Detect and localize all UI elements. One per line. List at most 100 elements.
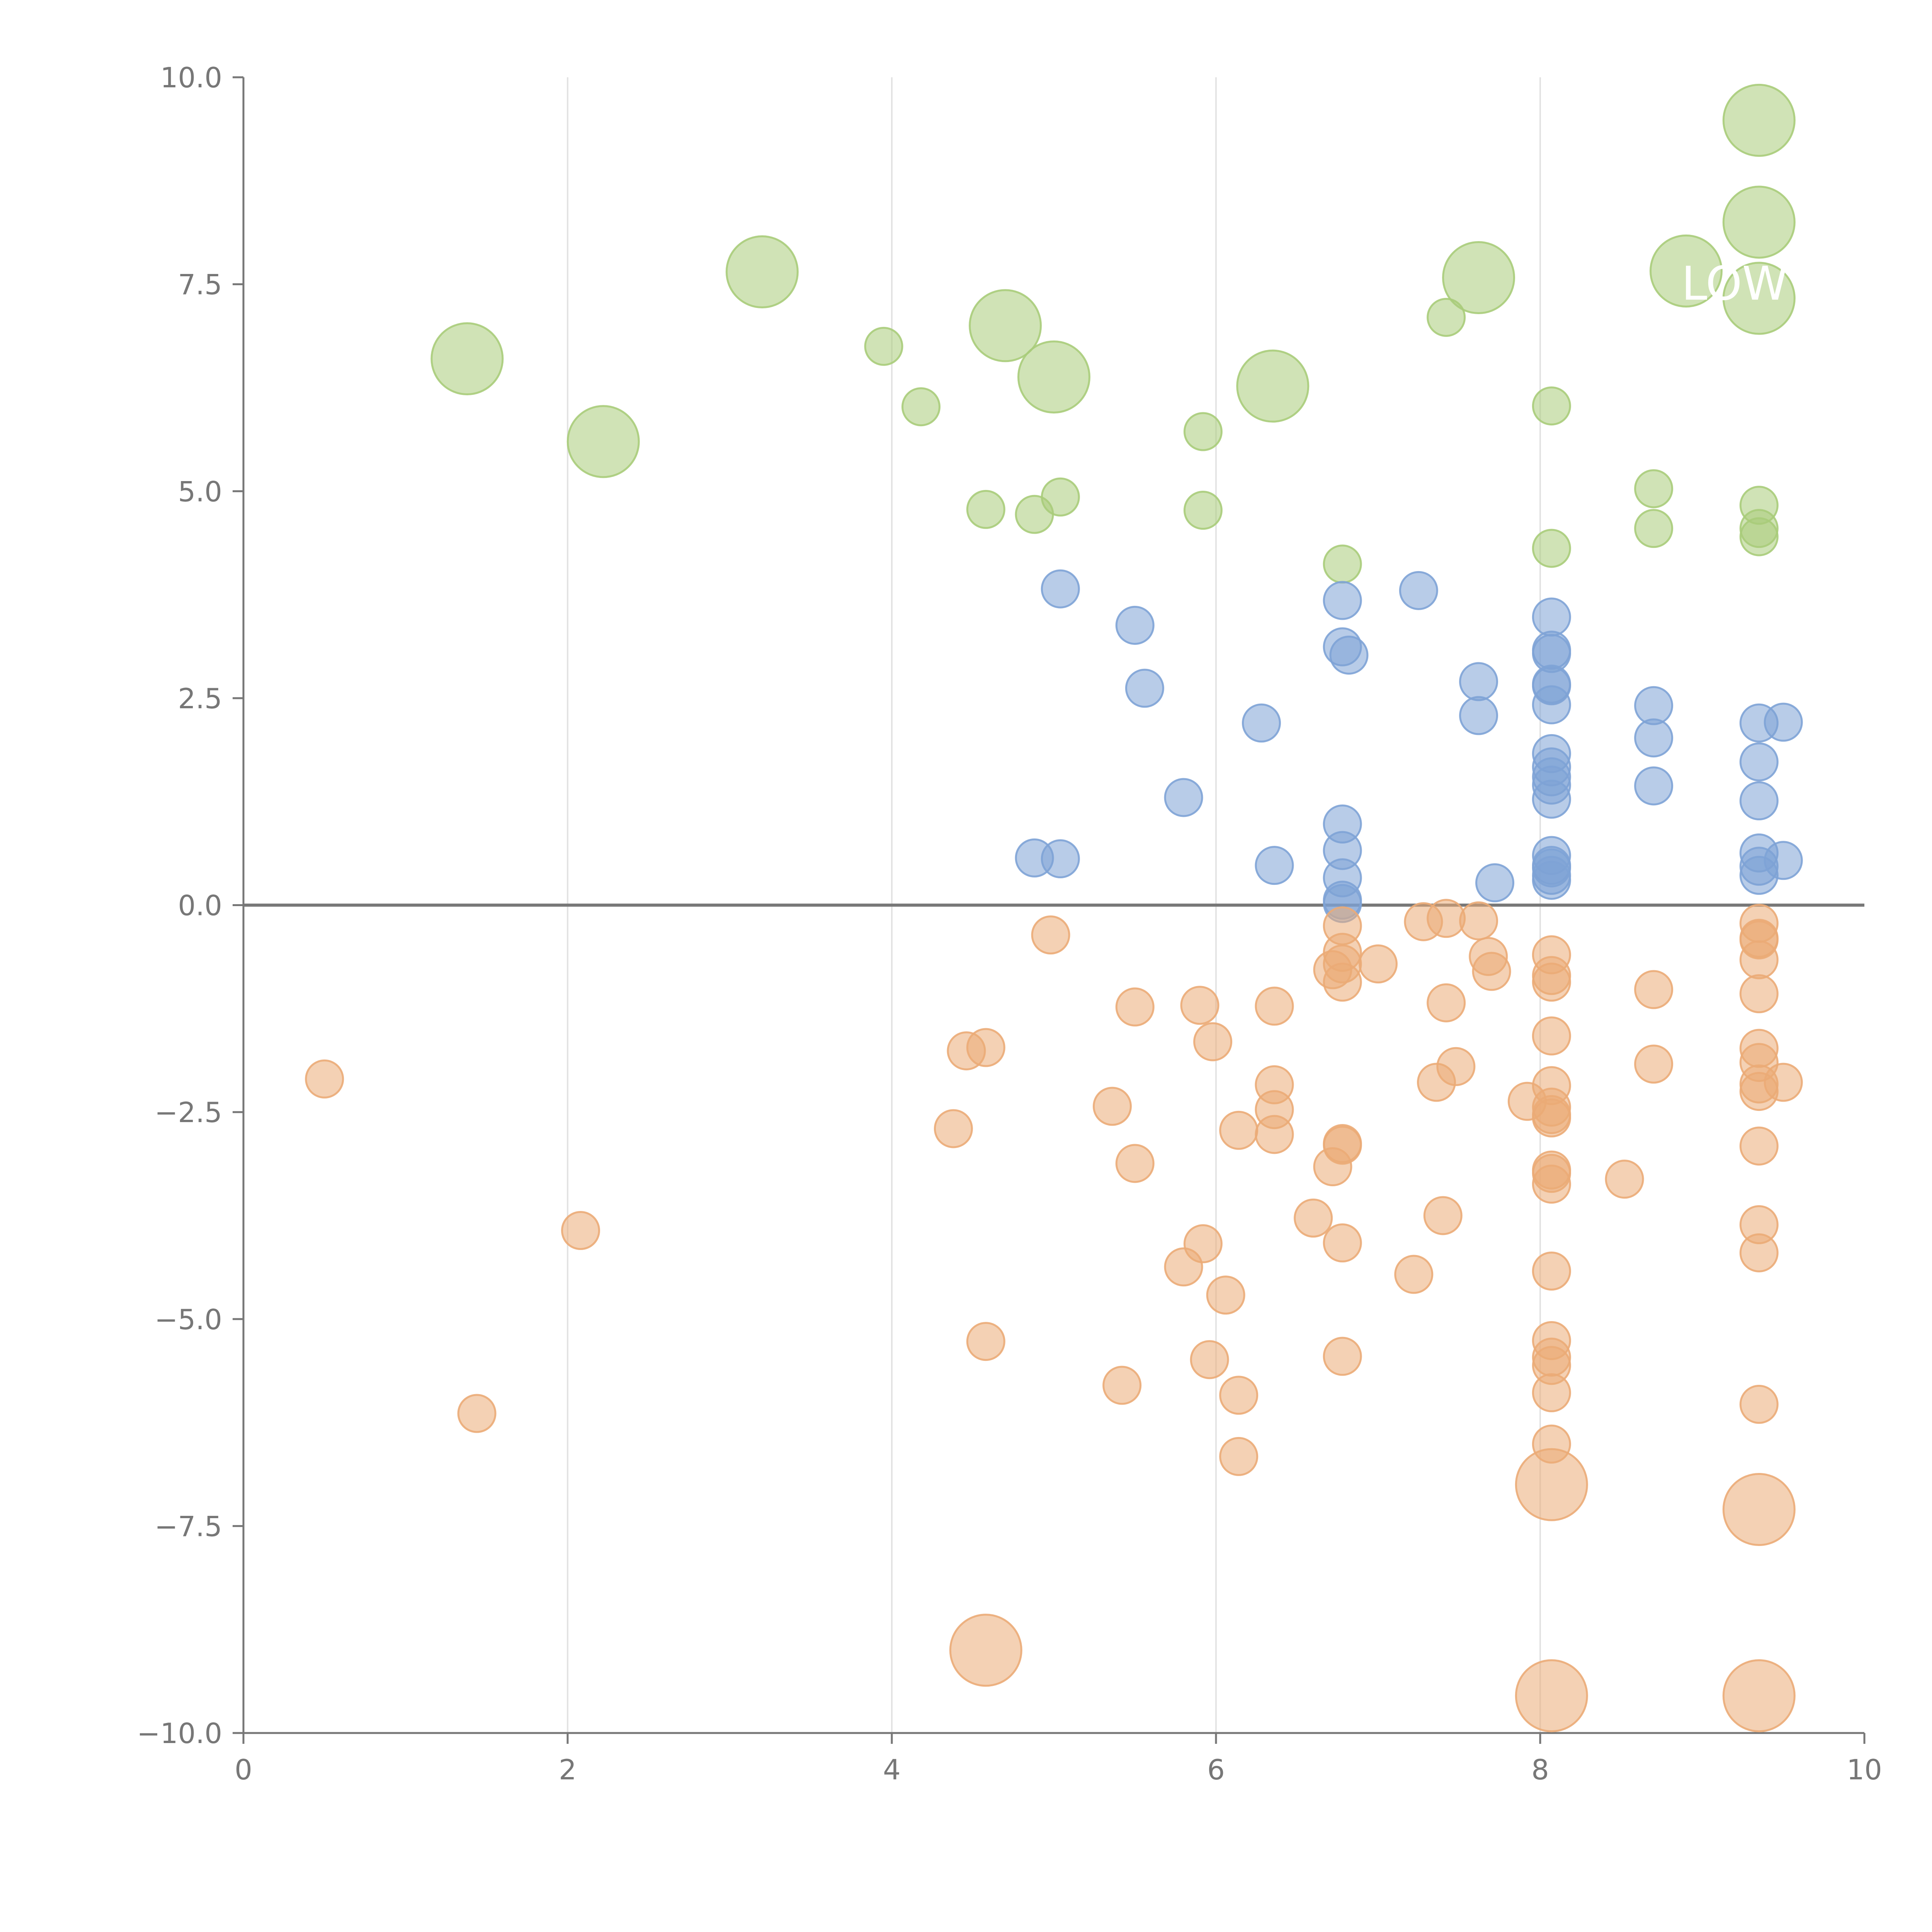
data-point-green xyxy=(1722,83,1796,157)
data-point-orange xyxy=(1323,1337,1362,1376)
data-point-green xyxy=(1722,185,1796,259)
data-point-orange xyxy=(1313,1147,1352,1187)
data-point-orange xyxy=(1532,1373,1571,1412)
data-point-blue xyxy=(1459,696,1498,735)
data-point-orange xyxy=(1459,901,1498,940)
data-point-green xyxy=(1634,509,1673,548)
data-point-blue xyxy=(1399,571,1438,610)
data-point-green xyxy=(566,405,640,478)
data-point-blue xyxy=(1475,863,1515,903)
data-point-blue xyxy=(1164,778,1203,817)
data-point-orange xyxy=(1722,1473,1796,1546)
data-point-orange xyxy=(561,1211,600,1250)
data-point-green xyxy=(901,387,941,427)
annotation-layer: LOW xyxy=(1682,257,1788,311)
data-point-orange xyxy=(305,1059,344,1099)
data-point-orange xyxy=(1764,1063,1803,1102)
data-point-orange xyxy=(1115,1144,1155,1183)
data-point-green xyxy=(1183,491,1223,530)
data-point-orange xyxy=(1515,1659,1588,1733)
data-point-orange xyxy=(1739,974,1779,1014)
data-point-green xyxy=(1739,517,1779,556)
data-point-orange xyxy=(1436,1047,1476,1086)
data-point-blue xyxy=(1634,766,1673,806)
data-point-orange xyxy=(1219,1111,1259,1150)
data-point-blue xyxy=(1125,668,1164,708)
data-point-green xyxy=(1183,412,1223,451)
data-point-orange xyxy=(1739,1126,1779,1166)
data-point-blue xyxy=(1739,781,1779,821)
data-point-orange xyxy=(1093,1087,1132,1126)
data-point-blue xyxy=(1739,742,1779,782)
x-tick-label: 8 xyxy=(1531,1753,1549,1786)
data-point-blue xyxy=(1323,581,1362,620)
data-point-orange xyxy=(1219,1376,1259,1415)
x-tick-label: 0 xyxy=(235,1753,252,1786)
y-tick-label: 0.0 xyxy=(178,889,222,922)
data-point-orange xyxy=(1102,1366,1142,1405)
points-layer xyxy=(305,83,1803,1733)
y-tick-label: −2.5 xyxy=(155,1096,222,1129)
data-point-orange xyxy=(1739,1384,1779,1424)
y-tick-label: 10.0 xyxy=(160,61,222,94)
y-tick-label: 2.5 xyxy=(178,682,222,715)
data-point-blue xyxy=(1242,703,1281,743)
data-point-orange xyxy=(966,1028,1005,1067)
data-point-orange xyxy=(1634,970,1673,1009)
data-point-green xyxy=(966,490,1005,529)
data-point-orange xyxy=(1739,940,1779,980)
data-point-blue xyxy=(1329,635,1369,675)
data-point-orange xyxy=(1532,1016,1571,1056)
data-point-blue xyxy=(1532,861,1571,900)
data-point-orange xyxy=(1294,1198,1333,1238)
annotation-label: LOW xyxy=(1682,257,1788,311)
data-point-orange xyxy=(1472,952,1511,991)
data-point-blue xyxy=(1459,662,1498,701)
data-point-orange xyxy=(1219,1437,1259,1476)
data-point-orange xyxy=(1164,1247,1203,1287)
data-point-blue xyxy=(1115,605,1155,645)
data-point-blue xyxy=(1764,841,1803,880)
data-point-orange xyxy=(1427,983,1466,1022)
x-tick-label: 6 xyxy=(1207,1753,1225,1786)
data-point-orange xyxy=(1206,1276,1245,1315)
data-point-orange xyxy=(1532,1098,1571,1138)
data-point-orange xyxy=(1255,986,1294,1026)
axis-layer: 10.0 7.5 5.0 2.5 0.0 −2.5 −5.0 −7.5 −10.0 0 2 4 6 8 10 xyxy=(137,61,1882,1786)
y-tick-label: −10.0 xyxy=(137,1717,222,1750)
data-point-orange xyxy=(1427,899,1466,938)
data-point-green xyxy=(1017,340,1090,414)
x-tick-label: 4 xyxy=(883,1753,901,1786)
data-point-green xyxy=(430,322,504,395)
data-point-orange xyxy=(1031,915,1070,955)
data-point-green xyxy=(725,235,799,308)
y-tick-label: −5.0 xyxy=(155,1303,222,1336)
data-point-orange xyxy=(1532,963,1571,1002)
data-point-orange xyxy=(1532,1165,1571,1204)
data-point-green xyxy=(1236,349,1310,423)
data-point-orange xyxy=(934,1109,973,1148)
data-point-orange xyxy=(1532,1424,1571,1464)
data-point-orange xyxy=(1394,1255,1434,1294)
data-point-blue xyxy=(1532,779,1571,819)
data-point-orange xyxy=(1605,1160,1644,1199)
data-point-orange xyxy=(1190,1340,1229,1379)
data-point-blue xyxy=(1532,597,1571,637)
data-point-orange xyxy=(1323,963,1362,1002)
data-point-green xyxy=(1532,386,1571,426)
data-point-green xyxy=(1650,234,1723,308)
data-point-orange xyxy=(1634,1044,1673,1084)
data-point-green xyxy=(864,327,903,366)
data-point-orange xyxy=(457,1394,497,1433)
data-point-orange xyxy=(1180,986,1219,1025)
data-point-orange xyxy=(966,1322,1005,1361)
data-point-blue xyxy=(1764,702,1803,742)
data-point-orange xyxy=(1255,1115,1294,1154)
y-tick-label: 7.5 xyxy=(178,269,222,301)
y-tick-label: −7.5 xyxy=(155,1510,222,1543)
data-point-green xyxy=(1041,477,1080,517)
data-point-blue xyxy=(1634,718,1673,758)
data-point-green xyxy=(969,289,1042,362)
